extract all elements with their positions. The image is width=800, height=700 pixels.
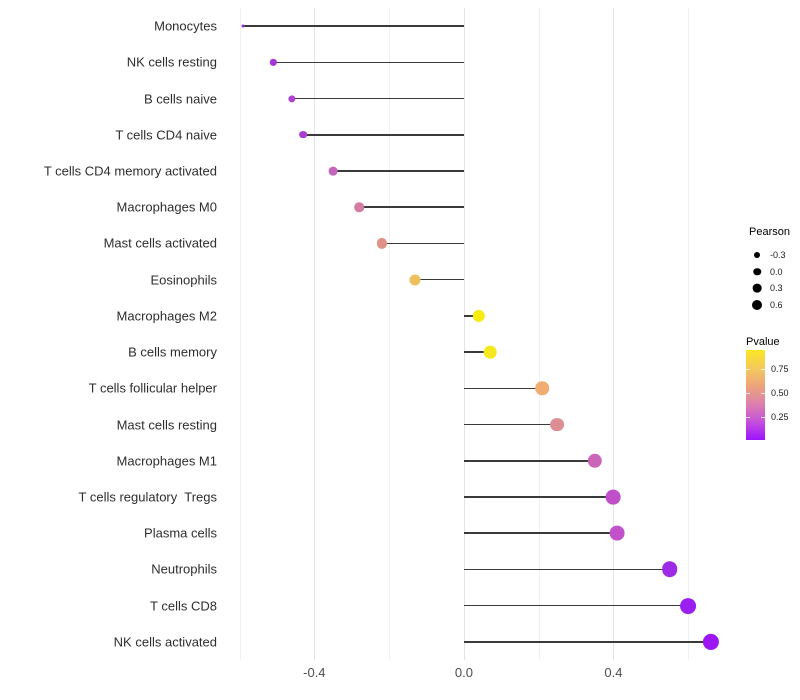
x-tick-label: 0.4: [604, 665, 623, 680]
row-label: NK cells activated: [113, 634, 217, 650]
lollipop-stem: [463, 387, 543, 390]
row-label: T cells CD4 memory activated: [43, 163, 217, 179]
row-label: T cells CD4 naive: [115, 127, 217, 143]
row-label: Mast cells resting: [116, 417, 217, 433]
row-label: Eosinophils: [150, 272, 218, 288]
pvalue-bar-tick: [761, 417, 765, 419]
lollipop-stem: [243, 25, 464, 27]
lollipop-stem: [291, 97, 464, 100]
lollipop-stem: [463, 496, 614, 498]
legend-pvalue-title: Pvalue: [746, 336, 780, 348]
legend-pearson-dot: [754, 252, 760, 258]
legend-pearson-label: 0.0: [770, 266, 783, 277]
lollipop-stem: [463, 532, 618, 534]
lollipop-stem: [333, 170, 464, 172]
minor-gridline: [688, 8, 690, 660]
lollipop-stem: [463, 641, 711, 643]
lollipop-dot: [328, 166, 338, 176]
lollipop-dot: [472, 309, 486, 323]
legend-pearson-dot: [753, 267, 761, 276]
lollipop-dot: [702, 633, 719, 650]
lollipop-stem: [463, 460, 595, 462]
lollipop-dot: [606, 489, 621, 505]
lollipop-dot: [483, 345, 497, 359]
pvalue-colorbar: [746, 350, 765, 440]
lollipop-dot: [270, 59, 277, 66]
lollipop-dot: [288, 94, 296, 103]
lollipop-stem: [463, 351, 491, 353]
row-label: Macrophages M1: [116, 453, 217, 469]
row-label: B cells naive: [144, 91, 217, 107]
lollipop-dot: [409, 274, 421, 286]
lollipop-dot: [680, 597, 697, 614]
x-tick-label: -0.4: [303, 665, 326, 680]
legend-pearson-title: Pearson: [749, 226, 790, 238]
row-label: Plasma cells: [144, 525, 217, 541]
pvalue-bar-tick: [761, 369, 765, 371]
lollipop-stem: [415, 278, 464, 281]
minor-gridline: [538, 8, 540, 660]
lollipop-stem: [381, 242, 464, 245]
row-label: T cells follicular helper: [88, 380, 217, 396]
pvalue-bar-tick: [761, 393, 765, 395]
row-label: Neutrophils: [151, 561, 217, 577]
lollipop-dot: [376, 238, 387, 249]
pvalue-tick-label: 0.50: [771, 388, 789, 399]
row-label: T cells CD8: [150, 598, 217, 614]
lollipop-dot: [354, 202, 364, 212]
lollipop-stem: [303, 134, 464, 136]
lollipop-dot: [535, 381, 550, 396]
row-label: T cells regulatory Tregs: [78, 489, 217, 505]
lollipop-stem: [463, 604, 689, 607]
pvalue-tick-label: 0.75: [771, 364, 789, 375]
major-gridline: [314, 8, 316, 660]
pvalue-bar-tick: [746, 369, 750, 371]
minor-gridline: [389, 8, 391, 660]
row-label: Mast cells activated: [103, 235, 217, 251]
lollipop-dot: [587, 453, 602, 468]
lollipop-stem: [463, 568, 670, 571]
minor-gridline: [239, 8, 241, 660]
x-tick-label: 0.0: [454, 665, 473, 680]
legend-pearson-label: 0.3: [770, 283, 783, 293]
lollipop-dot: [609, 525, 625, 541]
major-gridline: [613, 8, 615, 660]
row-label: B cells memory: [128, 344, 217, 360]
row-label: Macrophages M0: [116, 199, 217, 215]
lollipop-dot: [661, 561, 678, 578]
major-gridline: [463, 8, 465, 660]
lollipop-dot: [550, 417, 565, 432]
row-label: Monocytes: [154, 18, 217, 34]
lollipop-stem: [359, 206, 464, 208]
lollipop-stem: [273, 61, 464, 64]
pvalue-bar-tick: [746, 393, 750, 395]
lollipop-dot: [241, 24, 245, 28]
legend-pearson-dot: [752, 299, 762, 310]
legend-pearson-dot: [752, 283, 762, 293]
legend-pearson-label: -0.3: [770, 250, 786, 260]
lollipop-stem: [463, 423, 558, 426]
legend-pearson-label: 0.6: [770, 299, 783, 310]
pvalue-bar-tick: [746, 417, 750, 419]
pvalue-tick-label: 0.25: [771, 412, 789, 423]
row-label: Macrophages M2: [116, 308, 217, 324]
row-label: NK cells resting: [126, 54, 217, 70]
lollipop-stem: [463, 315, 479, 317]
lollipop-dot: [299, 130, 307, 139]
